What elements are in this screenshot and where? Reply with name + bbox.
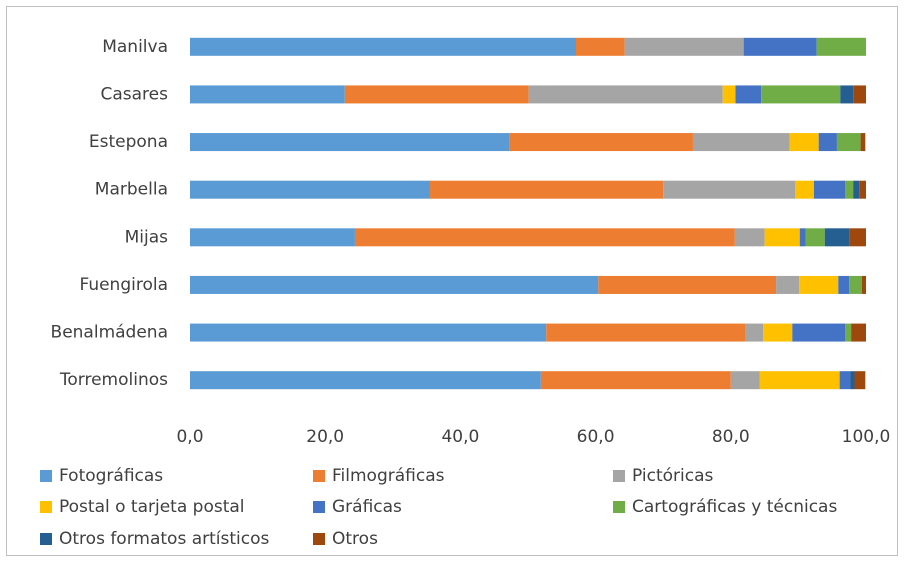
legend-label: Pictóricas [632, 466, 713, 486]
bar-segment [761, 85, 841, 104]
bar-segment [799, 275, 839, 294]
bar-segment [792, 323, 846, 342]
legend-label: Postal o tarjeta postal [59, 497, 245, 517]
bar-segment [860, 133, 866, 152]
bar-segment [759, 371, 840, 390]
legend-swatch [313, 470, 325, 482]
bar-segment [851, 323, 866, 342]
bar-segment [744, 323, 764, 342]
bar-segment [853, 85, 866, 104]
bar-segment [845, 323, 852, 342]
bar-segment [836, 133, 861, 152]
y-tick-label: Manilva [102, 37, 168, 57]
bar-segment [854, 371, 866, 390]
y-tick-label: Marbella [95, 180, 168, 200]
bar-segment [743, 37, 817, 56]
bar-segment [764, 228, 800, 247]
bar-segment [799, 228, 806, 247]
y-tick-label: Fuengirola [79, 275, 168, 295]
x-tick-label: 40,0 [441, 427, 479, 447]
bar-segment [859, 180, 866, 199]
bar-segment [850, 371, 855, 390]
bar-segment [734, 228, 765, 247]
bar-segment [840, 85, 854, 104]
legend-label: Otros [332, 529, 378, 549]
y-tick-label: Benalmádena [51, 323, 168, 343]
bar-segment [190, 180, 430, 199]
bar-segment [190, 275, 599, 294]
bar-segment [861, 275, 866, 294]
bar-segment [190, 371, 541, 390]
bar-segment [838, 275, 850, 294]
bar-segment [722, 85, 736, 104]
bar-segment [190, 133, 510, 152]
y-tick-label: Torremolinos [59, 370, 168, 390]
x-tick-label: 60,0 [577, 427, 615, 447]
bar-segment [354, 228, 735, 247]
bar-segment [692, 133, 790, 152]
legend-swatch [40, 533, 52, 545]
bar-segment [730, 371, 760, 390]
bar-segment [853, 180, 860, 199]
y-tick-label: Casares [101, 84, 169, 104]
bar-segment [624, 37, 744, 56]
bar-segment [824, 228, 850, 247]
x-tick-label: 100,0 [842, 427, 891, 447]
bar-segment [789, 133, 819, 152]
bar-segment [795, 180, 814, 199]
bar-segment [663, 180, 796, 199]
legend-label: Otros formatos artísticos [59, 529, 269, 549]
bar-segment [763, 323, 793, 342]
bar-segment [509, 133, 693, 152]
bar-segment [190, 228, 355, 247]
bar-segment [849, 228, 866, 247]
bar-segment [735, 85, 762, 104]
bar-segment [344, 85, 529, 104]
y-tick-label: Mijas [125, 227, 169, 247]
bar-segment [429, 180, 664, 199]
y-tick-label: Estepona [89, 132, 168, 152]
legend-swatch [40, 501, 52, 513]
bar-segment [528, 85, 723, 104]
legend-label: Fotográficas [59, 466, 163, 486]
bar-segment [546, 323, 745, 342]
bar-segment [190, 85, 345, 104]
x-tick-label: 0,0 [176, 427, 203, 447]
legend-swatch [613, 501, 625, 513]
bar-segment [839, 371, 851, 390]
bar-segment [540, 371, 731, 390]
legend-swatch [313, 501, 325, 513]
bar-segment [598, 275, 777, 294]
bar-segment [813, 180, 846, 199]
x-tick-label: 20,0 [306, 427, 344, 447]
legend-swatch [313, 533, 325, 545]
bar-segment [190, 37, 576, 56]
legend-label: Gráficas [332, 497, 402, 517]
bar-segment [818, 133, 837, 152]
legend-swatch [613, 470, 625, 482]
bar-segment [805, 228, 825, 247]
legend-label: Filmográficas [332, 466, 445, 486]
bar-segment [845, 180, 854, 199]
legend-swatch [40, 470, 52, 482]
bar-segment [849, 275, 862, 294]
bar-segment [190, 323, 547, 342]
bar-segment [776, 275, 800, 294]
bar-segment [575, 37, 625, 56]
x-tick-label: 80,0 [712, 427, 750, 447]
legend-label: Cartográficas y técnicas [632, 497, 837, 517]
bar-segment [816, 37, 866, 56]
